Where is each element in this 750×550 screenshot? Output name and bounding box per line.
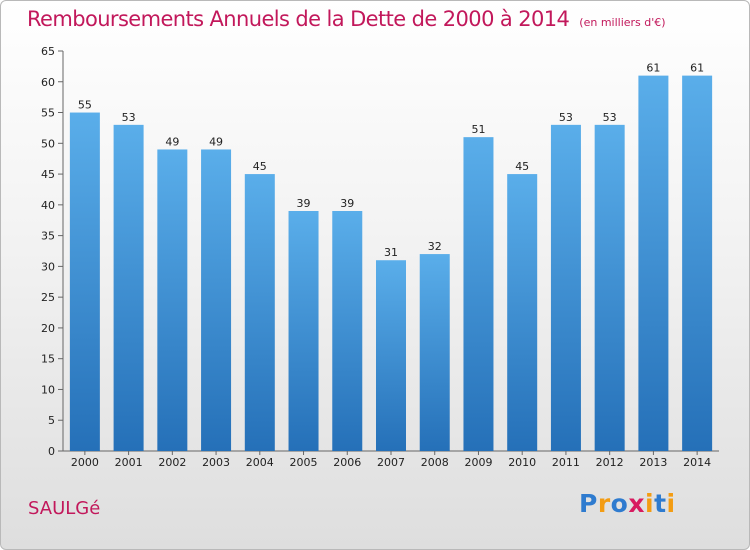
x-tick-label: 2008 bbox=[421, 456, 449, 469]
bar-value-label: 61 bbox=[690, 62, 704, 75]
bar-value-label: 49 bbox=[165, 135, 179, 148]
bar-value-label: 39 bbox=[297, 197, 311, 210]
city-name: SAULGé bbox=[28, 498, 101, 519]
bar bbox=[419, 254, 450, 451]
bar bbox=[638, 75, 669, 451]
bar bbox=[594, 124, 625, 451]
x-tick-label: 2012 bbox=[596, 456, 624, 469]
bar bbox=[550, 124, 581, 451]
chart-title-text: Remboursements Annuels de la Dette de 20… bbox=[27, 7, 570, 31]
axes: 0 5 10 15 20 25 30 35 40 45 50 55 60 65 2000 2001 2002 20… bbox=[41, 45, 719, 469]
bar bbox=[507, 174, 538, 452]
logo-letter: t bbox=[654, 489, 667, 518]
y-tick-label: 60 bbox=[41, 76, 55, 89]
bar bbox=[288, 211, 319, 451]
bar bbox=[244, 174, 275, 452]
bar-value-label: 31 bbox=[384, 246, 398, 259]
x-tick-label: 2014 bbox=[683, 456, 711, 469]
bar-value-label: 32 bbox=[428, 240, 442, 253]
bar bbox=[682, 75, 713, 451]
bar-value-label: 53 bbox=[559, 111, 573, 124]
bar-value-label: 45 bbox=[515, 160, 529, 173]
y-tick-label: 65 bbox=[41, 45, 55, 58]
y-tick-label: 5 bbox=[48, 414, 55, 427]
y-tick-label: 45 bbox=[41, 168, 55, 181]
bar-value-label: 53 bbox=[122, 111, 136, 124]
x-tick-label: 2005 bbox=[290, 456, 318, 469]
logo-letter: o bbox=[610, 489, 629, 518]
bar-value-label: 39 bbox=[340, 197, 354, 210]
bars: 55 53 49 49 45 39 39 31 32 51 45 53 53 61 61 bbox=[69, 62, 713, 452]
bar-value-label: 53 bbox=[603, 111, 617, 124]
bar bbox=[113, 124, 144, 451]
x-tick-label: 2013 bbox=[639, 456, 667, 469]
logo-letter: i bbox=[645, 489, 655, 518]
x-tick-label: 2004 bbox=[246, 456, 274, 469]
logo-letter: P bbox=[579, 489, 598, 518]
bar-value-label: 51 bbox=[471, 123, 485, 136]
x-tick-label: 2002 bbox=[158, 456, 186, 469]
proxiti-logo: Proxiti bbox=[579, 489, 676, 518]
bar bbox=[69, 112, 100, 452]
y-tick-label: 50 bbox=[41, 137, 55, 150]
y-tick-label: 35 bbox=[41, 230, 55, 243]
logo-letter: i bbox=[666, 489, 676, 518]
x-tick-label: 2011 bbox=[552, 456, 580, 469]
bar bbox=[463, 137, 494, 451]
x-tick-label: 2006 bbox=[333, 456, 361, 469]
x-tick-label: 2010 bbox=[508, 456, 536, 469]
logo-letter: r bbox=[597, 489, 611, 518]
bar bbox=[376, 260, 406, 451]
bar-value-label: 45 bbox=[253, 160, 267, 173]
y-tick-label: 55 bbox=[41, 107, 55, 120]
y-tick-label: 10 bbox=[41, 383, 55, 396]
x-tick-label: 2001 bbox=[115, 456, 143, 469]
x-tick-label: 2007 bbox=[377, 456, 405, 469]
bar bbox=[201, 149, 232, 451]
x-tick-label: 2003 bbox=[202, 456, 230, 469]
y-tick-label: 0 bbox=[48, 445, 55, 458]
bar-value-label: 49 bbox=[209, 135, 223, 148]
x-tick-label: 2009 bbox=[464, 456, 492, 469]
y-tick-label: 25 bbox=[41, 291, 55, 304]
chart-subtitle: (en milliers d'€) bbox=[579, 16, 666, 29]
y-tick-label: 40 bbox=[41, 199, 55, 212]
y-tick-label: 15 bbox=[41, 353, 55, 366]
bar-value-label: 61 bbox=[646, 62, 660, 75]
bar bbox=[332, 211, 363, 451]
bar bbox=[157, 149, 188, 451]
logo-letter: x bbox=[628, 489, 645, 518]
y-tick-label: 30 bbox=[41, 260, 55, 273]
chart-title: Remboursements Annuels de la Dette de 20… bbox=[27, 7, 666, 31]
y-tick-label: 20 bbox=[41, 322, 55, 335]
x-tick-label: 2000 bbox=[71, 456, 99, 469]
bar-value-label: 55 bbox=[78, 99, 92, 112]
